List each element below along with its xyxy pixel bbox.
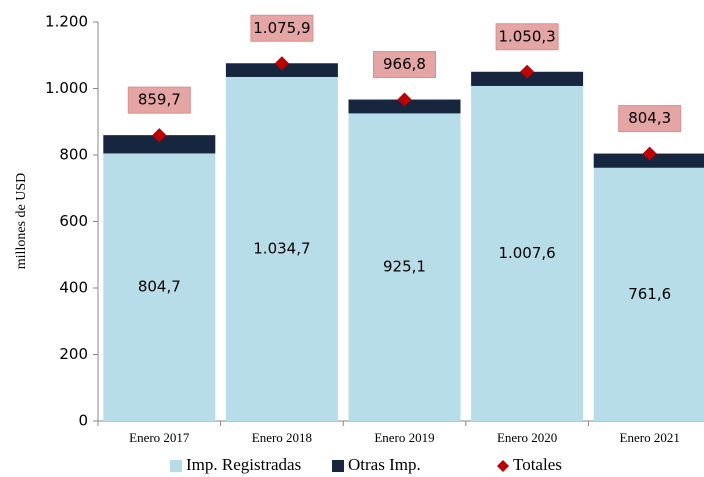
bar-segment <box>103 135 216 154</box>
total-marker <box>520 64 535 79</box>
legend-swatch <box>332 460 344 472</box>
y-tick-label: 400 <box>59 279 88 297</box>
total-label: 859,7 <box>138 91 181 109</box>
total-label: 804,3 <box>628 109 671 127</box>
y-tick-label: 0 <box>78 412 88 430</box>
legend-swatch <box>170 460 182 472</box>
x-tick-label: Enero 2020 <box>497 430 557 445</box>
y-tick-label: 1.000 <box>45 79 88 97</box>
total-marker <box>642 146 657 161</box>
y-axis-label: millones de USD <box>14 173 29 269</box>
x-tick-label: Enero 2017 <box>129 430 190 445</box>
bar-segment <box>593 167 704 421</box>
value-label: 804,7 <box>138 278 181 296</box>
x-tick-label: Enero 2019 <box>374 430 434 445</box>
value-label: 925,1 <box>383 258 426 276</box>
x-tick-label: Enero 2018 <box>252 430 312 445</box>
total-label-box <box>127 86 191 114</box>
total-label: 966,8 <box>383 55 426 73</box>
bar-segment <box>471 71 584 86</box>
total-label: 1.075,9 <box>253 19 310 37</box>
bar-segment <box>103 153 216 421</box>
value-label: 761,6 <box>628 285 671 303</box>
total-marker <box>274 56 289 71</box>
y-tick-label: 1.200 <box>45 13 88 31</box>
total-label-box <box>250 14 314 42</box>
value-label: 1.034,7 <box>253 239 310 257</box>
bar-segment <box>471 85 584 422</box>
y-tick-label: 800 <box>59 146 88 164</box>
total-label: 1.050,3 <box>498 27 555 45</box>
total-label-box <box>373 51 436 79</box>
total-label-box <box>618 105 682 133</box>
bar-segment <box>225 76 338 421</box>
legend-label: Totales <box>513 455 562 474</box>
bar-segment <box>593 153 704 168</box>
total-marker <box>152 128 167 143</box>
x-tick-label: Enero 2021 <box>620 430 680 445</box>
legend-label: Imp. Registradas <box>186 455 301 474</box>
value-label: 1.007,6 <box>498 244 555 262</box>
total-label-box <box>495 23 559 51</box>
y-tick-label: 600 <box>59 212 88 230</box>
legend-label: Otras Imp. <box>348 455 421 474</box>
bar-segment <box>348 113 461 422</box>
y-tick-label: 200 <box>59 345 88 363</box>
legend-swatch <box>497 460 509 472</box>
total-marker <box>397 92 412 107</box>
